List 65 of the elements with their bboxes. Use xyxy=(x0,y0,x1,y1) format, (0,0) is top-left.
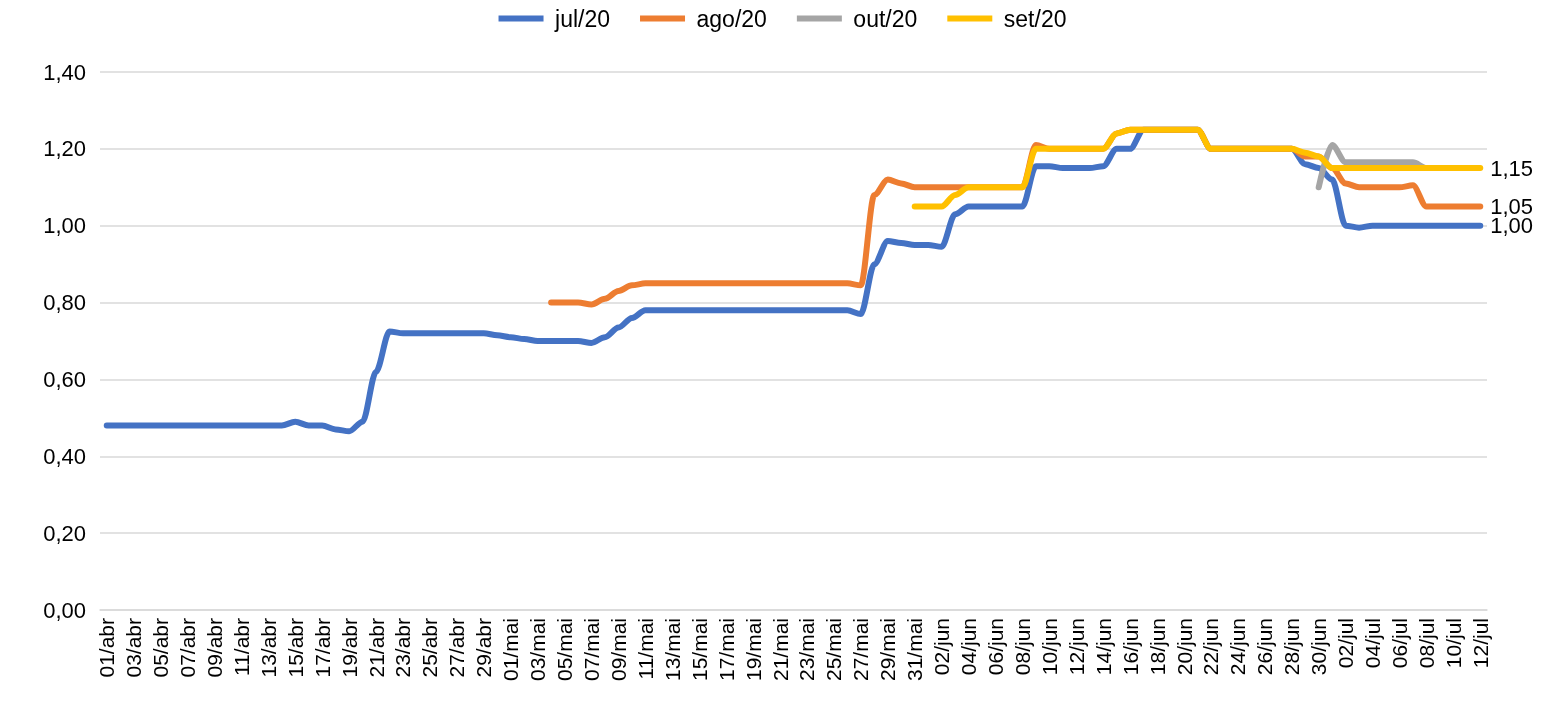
x-tick-label: 01/abr xyxy=(95,618,119,678)
y-tick-label: 0,20 xyxy=(43,520,86,546)
x-tick-label: 21/abr xyxy=(364,618,388,678)
x-tick-label: 03/mai xyxy=(526,618,550,682)
x-tick-label: 12/jul xyxy=(1468,618,1492,669)
x-tick-label: 16/jun xyxy=(1118,618,1142,676)
data-label: 1,15 xyxy=(1490,155,1534,181)
x-tick-label: 02/jun xyxy=(930,618,954,676)
x-tick-label: 05/mai xyxy=(553,618,577,682)
x-tick-label: 23/mai xyxy=(795,618,819,682)
x-tick-label: 05/abr xyxy=(149,618,173,678)
x-tick-label: 15/mai xyxy=(687,618,711,682)
legend-label: out/20 xyxy=(853,5,918,32)
x-tick-label: 19/mai xyxy=(741,618,765,682)
x-tick-label: 24/jun xyxy=(1226,618,1250,676)
y-tick-label: 0,40 xyxy=(43,443,86,469)
x-tick-label: 04/jul xyxy=(1361,618,1385,669)
x-tick-label: 29/mai xyxy=(876,618,900,682)
y-tick-label: 0,60 xyxy=(43,366,86,392)
x-tick-label: 06/jul xyxy=(1387,618,1411,669)
x-tick-label: 13/mai xyxy=(660,618,684,682)
y-tick-label: 0,00 xyxy=(43,597,86,623)
legend-label: jul/20 xyxy=(554,5,611,32)
x-tick-label: 04/jun xyxy=(957,618,981,676)
legend-label: ago/20 xyxy=(696,5,767,32)
x-tick-label: 21/mai xyxy=(768,618,792,682)
x-tick-label: 11/abr xyxy=(229,618,253,676)
x-tick-label: 30/jun xyxy=(1307,618,1331,676)
x-tick-label: 20/jun xyxy=(1172,618,1196,676)
x-tick-label: 26/jun xyxy=(1253,618,1277,676)
x-tick-label: 09/abr xyxy=(202,618,226,678)
x-tick-label: 14/jun xyxy=(1091,618,1115,676)
y-tick-label: 1,20 xyxy=(43,136,86,162)
x-tick-label: 01/mai xyxy=(499,618,523,682)
x-tick-label: 27/mai xyxy=(849,618,873,682)
x-tick-label: 07/abr xyxy=(176,618,200,678)
x-tick-label: 09/mai xyxy=(606,618,630,682)
x-tick-label: 12/jun xyxy=(1064,618,1088,676)
x-tick-label: 03/abr xyxy=(122,618,146,678)
x-tick-label: 10/jun xyxy=(1037,618,1061,676)
x-tick-label: 25/mai xyxy=(822,618,846,682)
x-tick-label: 28/jun xyxy=(1280,618,1304,676)
x-tick-label: 29/abr xyxy=(472,618,496,678)
x-tick-label: 10/jul xyxy=(1441,618,1465,669)
x-tick-label: 15/abr xyxy=(283,618,307,678)
y-tick-label: 1,40 xyxy=(43,59,86,85)
x-tick-label: 07/mai xyxy=(580,618,604,682)
x-tick-label: 27/abr xyxy=(445,618,469,678)
x-tick-label: 18/jun xyxy=(1145,618,1169,676)
x-tick-label: 23/abr xyxy=(391,618,415,678)
x-tick-label: 31/mai xyxy=(903,618,927,682)
x-tick-label: 17/mai xyxy=(714,618,738,682)
x-tick-label: 11/mai xyxy=(633,618,657,680)
y-tick-label: 1,00 xyxy=(43,213,86,239)
y-tick-label: 0,80 xyxy=(43,290,86,316)
x-tick-label: 06/jun xyxy=(983,618,1007,676)
x-tick-label: 08/jul xyxy=(1414,618,1438,669)
x-tick-label: 25/abr xyxy=(418,618,442,678)
x-tick-label: 13/abr xyxy=(256,618,280,678)
x-tick-label: 19/abr xyxy=(337,618,361,678)
legend-label: set/20 xyxy=(1003,5,1067,32)
x-tick-label: 17/abr xyxy=(310,618,334,678)
x-tick-label: 02/jul xyxy=(1334,618,1358,669)
x-tick-label: 08/jun xyxy=(1010,618,1034,676)
x-tick-label: 22/jun xyxy=(1199,618,1223,676)
